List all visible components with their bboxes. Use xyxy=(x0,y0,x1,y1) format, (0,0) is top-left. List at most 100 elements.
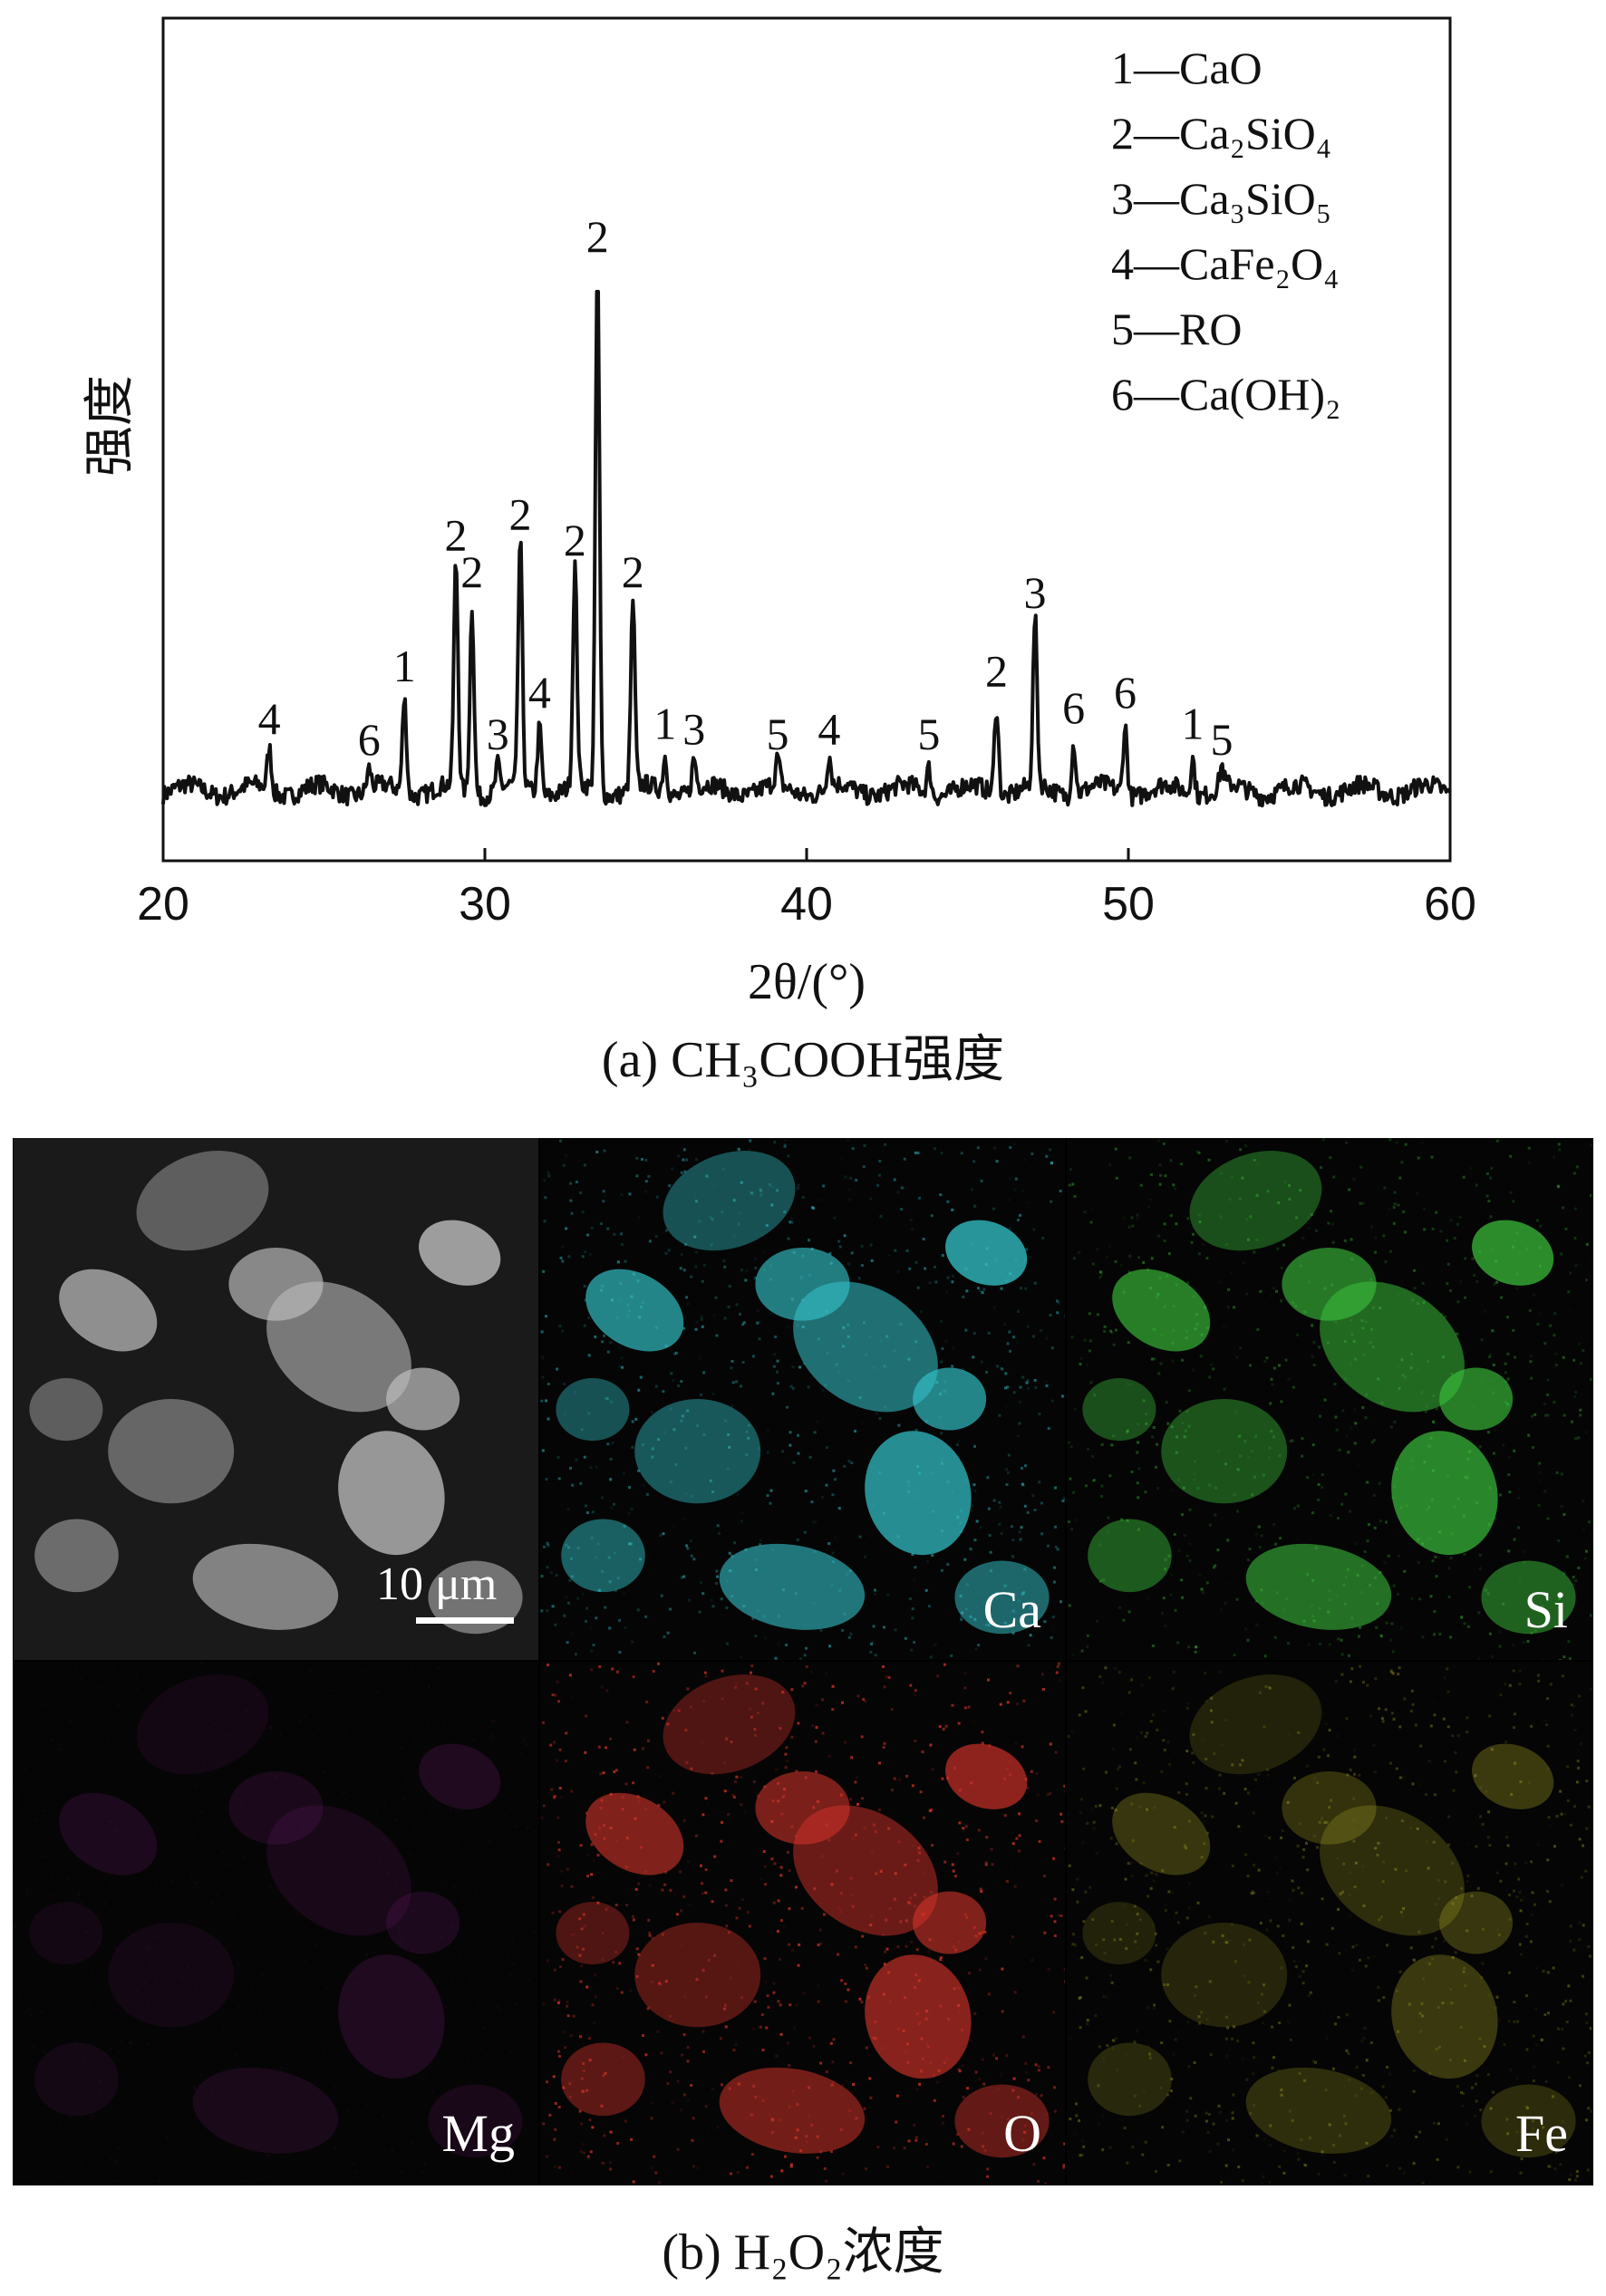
speckle xyxy=(458,2033,460,2036)
speckle xyxy=(274,1901,276,1904)
speckle xyxy=(849,1632,853,1635)
speckle xyxy=(1169,1159,1173,1162)
particle xyxy=(1472,1220,1554,1286)
speckle xyxy=(589,1626,593,1629)
speckle xyxy=(1466,1716,1469,1720)
speckle xyxy=(523,1946,526,1949)
speckle xyxy=(1562,1571,1566,1575)
speckle xyxy=(1144,1490,1147,1494)
speckle xyxy=(341,1986,344,1990)
speckle xyxy=(391,2148,394,2152)
speckle xyxy=(89,2183,92,2184)
speckle xyxy=(650,2101,653,2105)
speckle xyxy=(1412,2089,1416,2093)
speckle xyxy=(1518,1579,1522,1583)
speckle xyxy=(1224,1243,1228,1247)
speckle xyxy=(1466,1625,1470,1628)
speckle xyxy=(636,1608,640,1612)
speckle xyxy=(1572,1583,1575,1587)
speckle xyxy=(839,1892,843,1896)
speckle xyxy=(672,1709,676,1712)
speckle xyxy=(16,1803,20,1807)
speckle xyxy=(498,2121,501,2125)
speckle xyxy=(694,1250,698,1254)
speckle xyxy=(770,1857,774,1861)
speckle xyxy=(1063,1784,1065,1788)
speckle xyxy=(494,2037,497,2040)
speckle xyxy=(770,1312,774,1316)
speckle xyxy=(957,2068,961,2071)
speckle xyxy=(1509,1154,1513,1158)
speckle xyxy=(1365,1481,1369,1484)
speckle xyxy=(1224,2037,1228,2040)
speckle xyxy=(1271,1383,1274,1386)
speckle xyxy=(847,1460,851,1463)
speckle xyxy=(838,1245,842,1249)
speckle xyxy=(1139,1862,1143,1866)
speckle xyxy=(1148,2052,1152,2056)
speckle xyxy=(314,1944,318,1948)
speckle xyxy=(797,1452,800,1455)
speckle xyxy=(1071,1182,1075,1186)
speckle xyxy=(721,1211,724,1214)
speckle xyxy=(15,1847,17,1850)
speckle xyxy=(186,1966,189,1970)
speckle xyxy=(554,1693,557,1697)
speckle xyxy=(658,1774,662,1778)
speckle xyxy=(1005,1879,1009,1883)
speckle xyxy=(1256,1162,1260,1165)
speckle xyxy=(884,1143,887,1146)
speckle xyxy=(608,1580,612,1584)
speckle xyxy=(829,2150,833,2154)
speckle xyxy=(927,1605,931,1608)
speckle xyxy=(1439,1230,1443,1233)
speckle xyxy=(635,1174,639,1178)
speckle xyxy=(323,2082,325,2085)
speckle xyxy=(886,1593,890,1597)
speckle xyxy=(604,1397,607,1401)
speckle xyxy=(833,1216,837,1220)
speckle xyxy=(202,1761,206,1764)
speckle xyxy=(127,1698,131,1702)
speckle xyxy=(590,1873,594,1876)
speckle xyxy=(1485,1194,1489,1198)
speckle xyxy=(1431,1559,1435,1563)
speckle xyxy=(1157,1372,1161,1375)
speckle xyxy=(1047,2066,1050,2069)
speckle xyxy=(825,2179,828,2183)
speckle xyxy=(766,1451,769,1454)
speckle xyxy=(488,1780,491,1783)
speckle xyxy=(1447,1567,1451,1570)
speckle xyxy=(1028,1472,1030,1475)
speckle xyxy=(1570,1703,1573,1707)
speckle xyxy=(48,2006,51,2009)
speckle xyxy=(632,1675,635,1679)
speckle xyxy=(977,1828,981,1832)
speckle xyxy=(1262,1473,1265,1477)
speckle xyxy=(1127,1225,1131,1229)
speckle xyxy=(1585,2118,1589,2122)
speckle xyxy=(1086,1634,1089,1637)
speckle xyxy=(250,1989,254,1992)
speckle xyxy=(597,1745,601,1749)
speckle xyxy=(328,1775,332,1779)
speckle xyxy=(695,2166,699,2170)
speckle xyxy=(1190,1266,1193,1269)
speckle xyxy=(757,1446,760,1450)
speckle xyxy=(243,1866,246,1868)
speckle xyxy=(1101,2148,1105,2152)
speckle xyxy=(1360,2040,1364,2043)
speckle xyxy=(640,1158,643,1162)
speckle xyxy=(1590,1614,1591,1617)
speckle xyxy=(656,2183,660,2184)
speckle xyxy=(1337,1516,1340,1519)
speckle xyxy=(99,1910,102,1913)
speckle xyxy=(1032,2163,1036,2166)
speckle xyxy=(1195,1645,1198,1649)
speckle xyxy=(748,1925,751,1928)
speckle xyxy=(1166,1741,1170,1744)
speckle xyxy=(1054,1525,1058,1529)
speckle xyxy=(202,1835,205,1838)
speckle xyxy=(1288,1918,1292,1922)
speckle xyxy=(1293,1361,1296,1364)
